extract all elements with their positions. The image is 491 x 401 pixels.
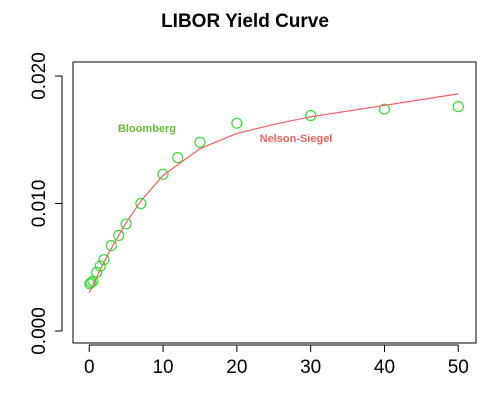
x-tick-label: 10 — [152, 357, 173, 378]
y-tick-label: 0.020 — [29, 52, 50, 100]
point — [113, 229, 125, 241]
point — [105, 239, 117, 252]
x-tick-label: 50 — [448, 357, 469, 378]
y-tick-label: 0.010 — [29, 180, 50, 228]
x-tick-label: 40 — [374, 357, 395, 378]
legend-label: Bloomberg — [118, 123, 176, 135]
x-tick-label: 20 — [226, 357, 247, 378]
chart-title: LIBOR Yield Curve — [161, 11, 329, 32]
legend-label: Nelson-Siegel — [260, 133, 333, 145]
plot-box — [72, 61, 477, 344]
x-tick-label: 30 — [300, 357, 321, 378]
point — [194, 136, 206, 148]
point — [378, 103, 391, 115]
point — [452, 101, 464, 113]
point — [305, 109, 317, 122]
y-tick-label: 0.000 — [29, 307, 50, 355]
fit-line — [88, 93, 459, 294]
point — [84, 278, 96, 290]
point — [172, 152, 184, 164]
point — [157, 168, 169, 180]
point — [98, 254, 110, 266]
x-tick-label: 0 — [84, 357, 95, 378]
point — [120, 218, 132, 230]
point — [135, 197, 147, 210]
point — [231, 117, 243, 129]
